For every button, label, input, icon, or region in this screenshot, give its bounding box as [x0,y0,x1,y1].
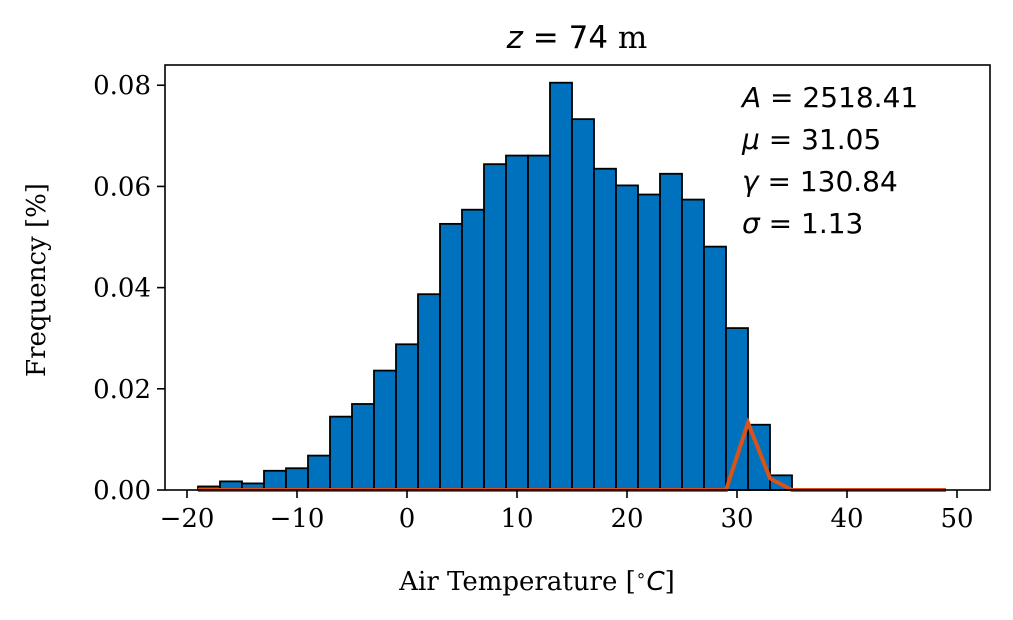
histogram-bar-7 [351,403,375,491]
histogram-bar-5 [307,454,331,491]
histogram-bar-17 [571,118,595,491]
histogram-bar-14 [505,154,529,491]
y-axis-ticks: 0.00 0.02 0.04 0.06 0.08 [93,71,165,506]
fit-parameter-1: μ = 31.05 [741,123,881,156]
fit-parameter-symbol-0: A [740,81,761,114]
y-tick-label-0: 0.00 [93,476,151,506]
y-axis-label: Frequency [%] [22,183,52,377]
y-tick-label-3: 0.06 [93,172,151,202]
histogram-bar-21 [659,172,683,491]
fit-parameter-symbol-2: γ [742,165,760,198]
x-tick-label-6: 40 [830,504,863,534]
fit-parameter-value-1: = 31.05 [760,123,881,156]
histogram-bar-6 [329,415,353,491]
histogram-bar-16 [549,81,573,491]
histogram-bar-11 [439,222,463,491]
histogram-bar-10 [417,293,441,491]
title-variable: z [506,20,524,56]
histogram-bars [197,81,793,491]
x-axis-label-close: ] [665,567,675,597]
histogram-bar-18 [593,167,617,491]
x-tick-label-2: 0 [399,504,416,534]
histogram-bar-3 [263,469,287,491]
fit-parameter-3: σ = 1.13 [742,207,863,240]
histogram-bar-4 [285,467,309,491]
x-axis-ticks: −20 −10 0 10 20 30 40 50 [160,490,974,534]
histogram-bar-23 [703,245,727,491]
y-tick-label-4: 0.08 [93,71,151,101]
histogram-bar-20 [637,193,661,491]
histogram-bar-13 [483,163,507,491]
x-tick-label-5: 30 [720,504,753,534]
y-tick-label-2: 0.04 [93,274,151,304]
fit-parameter-value-2: = 130.84 [759,165,898,198]
x-tick-label-7: 50 [940,504,973,534]
plot-frame [164,64,991,491]
histogram-bar-24 [725,327,749,491]
histogram-bar-19 [615,184,639,491]
fit-parameter-value-0: = 2518.41 [761,81,918,114]
x-axis-label: Air Temperature [∘C] [398,566,675,597]
histogram-bar-15 [527,154,551,491]
fit-parameter-value-3: = 1.13 [760,207,864,240]
histogram-bar-22 [681,198,705,491]
title-value: 74 [569,20,608,56]
chart-title: z = 74 m [506,20,648,56]
x-tick-label-1: −10 [270,504,325,534]
title-equals: = [523,20,569,56]
title-unit: m [608,20,647,56]
fit-parameter-symbol-3: σ [742,207,761,240]
fit-parameter-2: γ = 130.84 [742,165,898,198]
fit-parameter-0: A = 2518.41 [740,81,918,114]
y-tick-label-1: 0.02 [93,375,151,405]
histogram-bar-12 [461,208,485,491]
fit-parameter-symbol-1: μ [741,123,760,156]
x-tick-label-4: 20 [610,504,643,534]
x-axis-label-degree: ∘ [636,566,647,586]
x-tick-label-3: 10 [500,504,533,534]
x-tick-label-0: −20 [160,504,215,534]
histogram-bar-8 [373,369,397,491]
fit-parameters: A = 2518.41μ = 31.05γ = 130.84σ = 1.13 [740,81,918,240]
x-axis-label-unit: C [646,567,665,597]
histogram-bar-9 [395,343,419,491]
x-axis-label-text: Air Temperature [ [398,567,636,597]
